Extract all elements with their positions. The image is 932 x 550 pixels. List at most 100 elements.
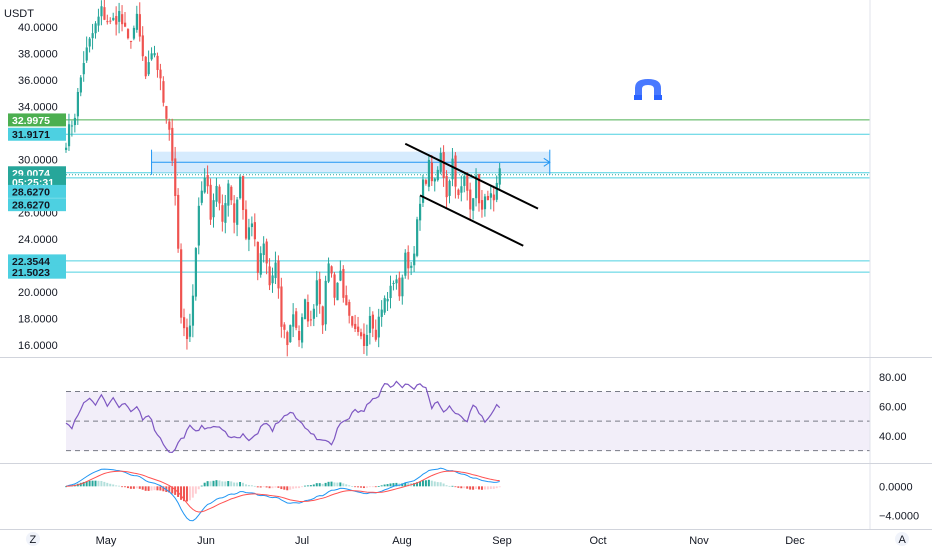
price-tag-label: 22.3544 xyxy=(12,256,50,268)
macd-histogram-bar xyxy=(298,486,301,489)
macd-histogram-bar xyxy=(124,486,126,488)
candle-body xyxy=(454,155,457,187)
candle-body xyxy=(327,263,330,282)
candle-body xyxy=(144,56,147,77)
macd-histogram-bar xyxy=(489,486,492,489)
descending-channel[interactable] xyxy=(404,142,539,247)
time-tick-label: May xyxy=(96,535,117,547)
candle-body xyxy=(451,158,454,180)
price-tick-label: 40.0000 xyxy=(18,22,58,34)
macd-histogram-bar xyxy=(174,486,177,495)
candle-body xyxy=(463,176,466,186)
macd-signal-line xyxy=(65,470,500,513)
candle-body xyxy=(445,176,448,198)
range-box[interactable] xyxy=(151,149,551,175)
macd-histogram-bar xyxy=(383,484,386,487)
macd-histogram-bar xyxy=(109,483,112,487)
candle-body xyxy=(165,105,168,119)
macd-histogram-bar xyxy=(389,483,392,487)
candle-body xyxy=(206,175,209,187)
candle-body xyxy=(480,200,484,210)
candle-body xyxy=(262,243,265,256)
candle-body xyxy=(407,251,410,269)
candle-body xyxy=(413,253,416,266)
macd-histogram-bar xyxy=(188,486,191,501)
time-tick-label: Sep xyxy=(492,535,512,547)
channel-lower-line[interactable] xyxy=(419,194,524,247)
candle-body xyxy=(79,77,82,93)
candle-body xyxy=(448,180,451,196)
candle-body xyxy=(271,275,274,284)
price-tick-label: 20.0000 xyxy=(18,287,58,299)
macd-histogram-bar xyxy=(377,486,380,487)
macd-histogram-bar xyxy=(413,483,416,487)
macd-histogram-bar xyxy=(247,484,250,487)
currency-label: USDT xyxy=(4,8,34,20)
macd-histogram-bar xyxy=(407,482,410,487)
candle-body xyxy=(386,298,389,302)
macd-histogram-bar xyxy=(265,486,268,488)
candle-body xyxy=(70,125,74,127)
candle-body xyxy=(436,169,439,181)
macd-histogram-bar xyxy=(191,486,194,498)
price-tag-label: 32.9975 xyxy=(12,115,50,127)
macd-histogram-bar xyxy=(460,486,463,489)
candle-body xyxy=(424,180,428,184)
macd-histogram-bar xyxy=(330,481,333,487)
macd-histogram-bar xyxy=(348,485,351,487)
macd-histogram-bar xyxy=(65,486,67,488)
macd-histogram-bar xyxy=(277,486,280,488)
macd-histogram-bar xyxy=(162,486,165,492)
candle-body xyxy=(85,47,88,61)
candle-body xyxy=(194,248,197,297)
candle-body xyxy=(73,117,77,126)
channel-upper-line[interactable] xyxy=(404,142,539,210)
candle-body xyxy=(67,124,71,147)
macd-histogram-bar xyxy=(333,482,336,487)
corner-left-button[interactable] xyxy=(26,532,40,546)
candle-body xyxy=(404,252,407,276)
macd-histogram-bar xyxy=(103,481,106,487)
macd-histogram-bar xyxy=(433,481,436,487)
time-tick-label: Dec xyxy=(785,535,805,547)
candle-body xyxy=(475,175,478,199)
macd-histogram-bar xyxy=(451,485,454,487)
magnet-icon[interactable] xyxy=(634,79,662,100)
candle-body xyxy=(200,190,203,203)
price-tick-label: 38.0000 xyxy=(18,49,58,61)
candle-body xyxy=(256,241,259,273)
macd-histogram-bar xyxy=(286,486,289,491)
macd-histogram-bar xyxy=(374,486,377,488)
macd-histogram-bar xyxy=(256,486,259,488)
price-tag xyxy=(8,198,66,212)
candle-body xyxy=(301,317,304,343)
candle-body xyxy=(303,299,307,320)
macd-histogram-bar xyxy=(233,482,236,487)
macd-histogram-bar xyxy=(295,486,298,489)
candle-body xyxy=(124,22,127,27)
candle-body xyxy=(357,326,360,332)
time-tick-label: Jul xyxy=(295,535,309,547)
macd-histogram-bar xyxy=(495,486,498,489)
candle-body xyxy=(274,262,277,279)
candle-body xyxy=(330,266,333,274)
macd-histogram-bar xyxy=(368,486,371,488)
macd-histogram-bar xyxy=(315,483,318,487)
macd-histogram-bar xyxy=(360,486,362,488)
macd-histogram-bar xyxy=(121,486,124,488)
candle-body xyxy=(478,174,481,204)
macd-histogram-bar xyxy=(215,480,218,487)
candle-body xyxy=(76,91,79,117)
corner-right-button[interactable] xyxy=(895,532,909,546)
macd-histogram-bar xyxy=(106,482,109,487)
candle-body xyxy=(312,308,315,319)
price-tag xyxy=(8,127,66,141)
candle-body xyxy=(289,325,292,343)
macd-histogram-bar xyxy=(194,486,197,494)
candle-body xyxy=(292,314,295,327)
macd-histogram-bar xyxy=(357,486,360,488)
macd-histogram-bar xyxy=(274,486,277,488)
candle-body xyxy=(439,152,442,172)
candle-body xyxy=(94,23,97,34)
